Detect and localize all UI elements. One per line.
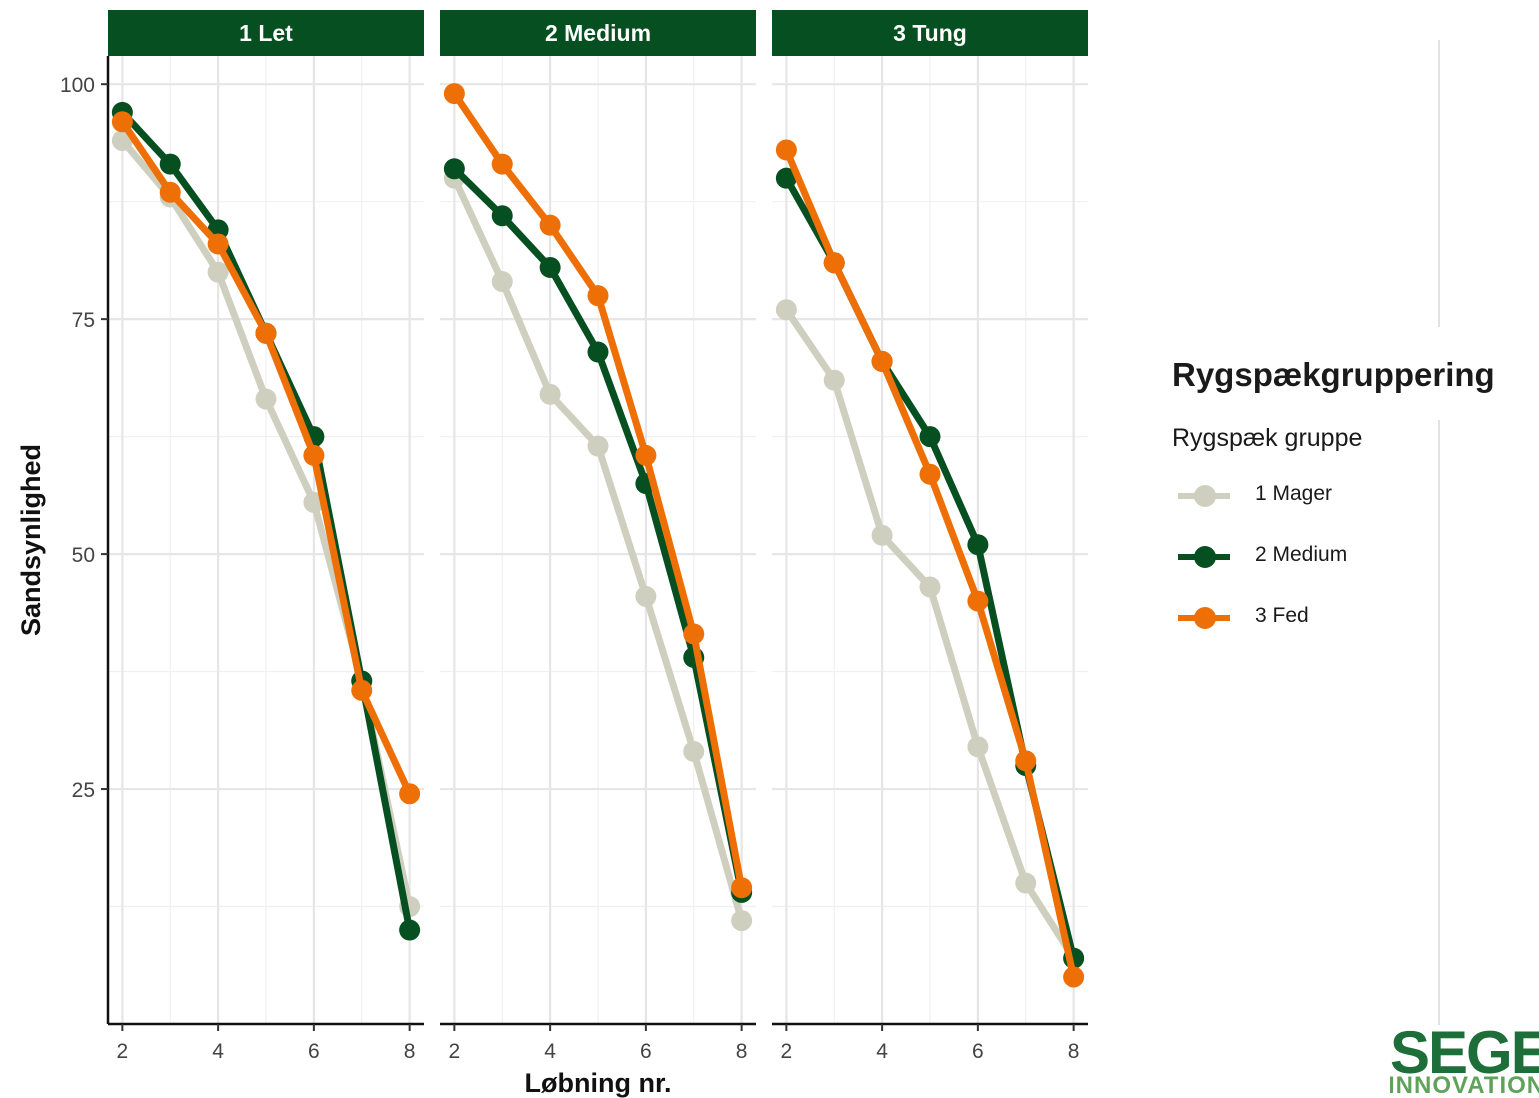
data-point — [683, 623, 705, 645]
data-point — [207, 233, 229, 255]
data-point — [159, 181, 181, 203]
data-point — [967, 590, 989, 612]
data-point — [731, 910, 753, 932]
data-point — [967, 736, 989, 758]
data-point — [255, 388, 277, 410]
data-point — [255, 322, 277, 344]
x-tick-label: 6 — [640, 1040, 652, 1063]
data-point — [443, 158, 465, 180]
x-tick-label: 8 — [1068, 1040, 1080, 1063]
data-point — [919, 576, 941, 598]
y-axis-title: Sandsynlighed — [16, 444, 46, 636]
legend-dot-swatch — [1194, 485, 1216, 507]
data-point — [1015, 750, 1037, 772]
x-tick-label: 6 — [308, 1040, 320, 1063]
y-tick-label: 100 — [60, 74, 95, 97]
data-point — [539, 256, 561, 278]
data-point — [635, 585, 657, 607]
data-point — [491, 271, 513, 293]
legend-dot-swatch — [1194, 546, 1216, 568]
x-tick-label: 4 — [876, 1040, 888, 1063]
data-point — [351, 679, 373, 701]
facet-strip-label: 1 Let — [239, 20, 293, 46]
data-point — [111, 111, 133, 133]
data-point — [491, 205, 513, 227]
legend-item-2-medium: 2 Medium — [1172, 541, 1432, 571]
data-point — [871, 524, 893, 546]
data-point — [303, 444, 325, 466]
y-tick-label: 25 — [72, 779, 95, 802]
facet-strip — [108, 10, 424, 56]
data-point — [399, 919, 421, 941]
data-point — [871, 350, 893, 372]
legend-dot-swatch — [1194, 607, 1216, 629]
data-point — [399, 783, 421, 805]
x-tick-label: 2 — [781, 1040, 793, 1063]
data-point — [919, 463, 941, 485]
legend-label: 1 Mager — [1255, 482, 1333, 505]
data-point — [823, 252, 845, 274]
data-point — [587, 285, 609, 307]
data-point — [539, 383, 561, 405]
x-axis-title: Løbning nr. — [525, 1068, 672, 1098]
data-point — [491, 153, 513, 175]
data-point — [539, 214, 561, 236]
divider-line — [1438, 40, 1440, 327]
facet-strip — [440, 10, 756, 56]
legend-item-1-mager: 1 Mager — [1172, 480, 1432, 510]
data-point — [587, 341, 609, 363]
y-tick-label: 75 — [72, 309, 95, 332]
data-point — [683, 740, 705, 762]
data-point — [635, 444, 657, 466]
legend-item-3-fed: 3 Fed — [1172, 602, 1432, 632]
divider-line — [1438, 420, 1440, 1025]
x-tick-label: 2 — [117, 1040, 129, 1063]
data-point — [1015, 872, 1037, 894]
data-point — [159, 153, 181, 175]
data-point — [775, 139, 797, 161]
data-point — [1063, 966, 1085, 988]
data-point — [207, 261, 229, 283]
seges-logo: SEGES INNOVATION — [1390, 1028, 1539, 1098]
y-tick-label: 50 — [72, 544, 95, 567]
x-tick-label: 8 — [736, 1040, 748, 1063]
data-point — [587, 435, 609, 457]
data-point — [919, 426, 941, 448]
data-point — [775, 167, 797, 189]
facet-strip-label: 2 Medium — [545, 20, 651, 46]
legend-subtitle: Rygspæk gruppe — [1172, 424, 1363, 452]
legend-label: 2 Medium — [1255, 543, 1348, 566]
data-point — [967, 534, 989, 556]
legend-title: Rygspækgruppering — [1172, 356, 1495, 393]
data-point — [775, 299, 797, 321]
x-tick-label: 6 — [972, 1040, 984, 1063]
x-tick-label: 8 — [404, 1040, 416, 1063]
x-tick-label: 4 — [544, 1040, 556, 1063]
logo-wordmark: SEGES — [1390, 1028, 1539, 1086]
data-point — [443, 83, 465, 105]
x-tick-label: 2 — [449, 1040, 461, 1063]
x-tick-label: 4 — [212, 1040, 224, 1063]
legend-label: 3 Fed — [1255, 604, 1309, 627]
data-point — [731, 877, 753, 899]
logo-subtext: INNOVATION — [1390, 1072, 1539, 1098]
facet-strip-label: 3 Tung — [893, 20, 967, 46]
facet-strip — [772, 10, 1088, 56]
data-point — [823, 369, 845, 391]
